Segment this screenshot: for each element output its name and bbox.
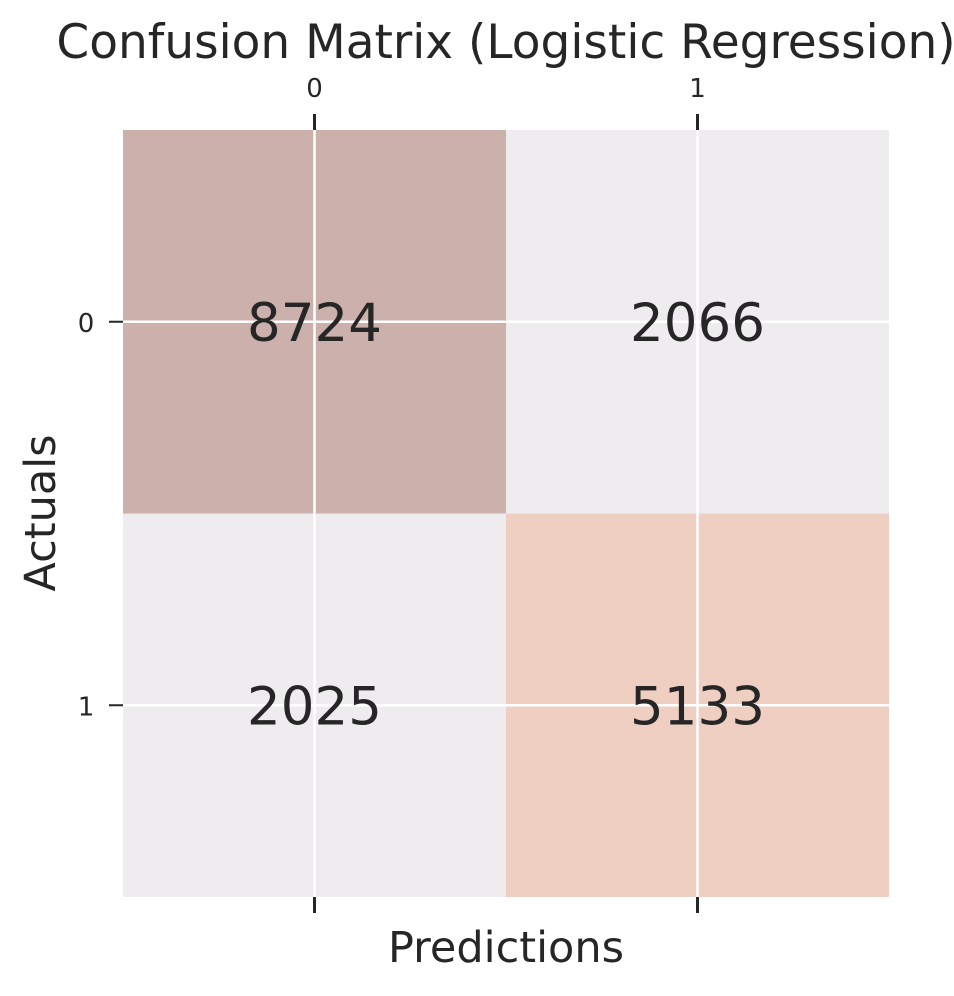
heatmap-cells: [123, 130, 889, 897]
grid-lines: [123, 130, 889, 897]
cell-value-labels: 8724 2066 2025 5133: [247, 293, 765, 738]
cell-value-1-0: 2025: [247, 676, 382, 737]
cell-value-0-0: 8724: [247, 293, 382, 354]
x-tick-label-0: 0: [306, 74, 323, 104]
y-tick-label-1: 1: [78, 692, 95, 722]
axis-ticks: 0 1 0 1: [78, 74, 706, 913]
x-tick-label-1: 1: [689, 74, 706, 104]
y-tick-label-0: 0: [78, 309, 95, 339]
cell-value-1-1: 5133: [630, 676, 765, 737]
chart-title: Confusion Matrix (Logistic Regression): [56, 15, 954, 70]
y-axis-label: Actuals: [16, 434, 66, 591]
cell-value-0-1: 2066: [630, 293, 765, 354]
x-axis-label: Predictions: [388, 923, 624, 973]
